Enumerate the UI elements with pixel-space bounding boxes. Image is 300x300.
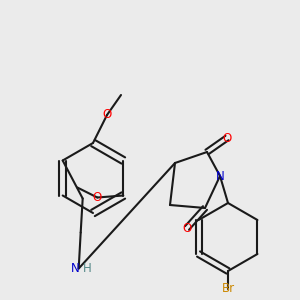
Text: Br: Br — [221, 283, 235, 296]
Text: O: O — [93, 191, 102, 204]
Text: O: O — [222, 131, 232, 145]
Text: N: N — [71, 262, 80, 275]
Text: H: H — [83, 262, 92, 275]
Text: O: O — [102, 109, 112, 122]
Text: O: O — [182, 221, 192, 235]
Text: N: N — [216, 169, 224, 182]
